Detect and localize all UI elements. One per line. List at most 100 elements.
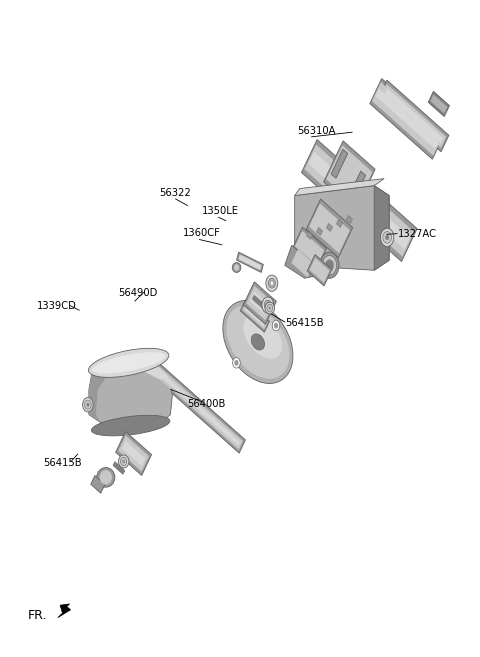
Ellipse shape: [83, 397, 93, 412]
Ellipse shape: [266, 275, 278, 291]
Polygon shape: [120, 362, 168, 380]
Ellipse shape: [381, 228, 394, 246]
Polygon shape: [89, 362, 111, 422]
Polygon shape: [379, 80, 449, 152]
Ellipse shape: [320, 252, 339, 279]
Polygon shape: [309, 204, 350, 254]
Ellipse shape: [267, 304, 273, 312]
Ellipse shape: [119, 455, 129, 468]
Polygon shape: [428, 91, 449, 116]
Polygon shape: [246, 286, 274, 321]
Polygon shape: [119, 436, 149, 472]
Text: 1360CF: 1360CF: [183, 228, 221, 238]
Ellipse shape: [262, 297, 274, 313]
Ellipse shape: [234, 360, 239, 366]
Polygon shape: [375, 89, 439, 149]
Polygon shape: [291, 249, 314, 277]
Polygon shape: [91, 476, 105, 493]
Ellipse shape: [270, 281, 274, 286]
Polygon shape: [372, 82, 442, 156]
Ellipse shape: [323, 256, 336, 275]
Polygon shape: [295, 179, 384, 196]
Polygon shape: [285, 245, 320, 278]
Polygon shape: [331, 149, 348, 178]
Ellipse shape: [223, 300, 293, 384]
Text: 56415B: 56415B: [285, 318, 324, 328]
Polygon shape: [113, 462, 125, 474]
Polygon shape: [326, 145, 372, 206]
Ellipse shape: [88, 348, 169, 377]
Text: 56490D: 56490D: [118, 288, 158, 298]
Ellipse shape: [96, 468, 115, 487]
Ellipse shape: [91, 415, 170, 436]
Polygon shape: [301, 139, 417, 261]
Text: 1350LE: 1350LE: [202, 206, 239, 216]
Polygon shape: [252, 295, 268, 311]
Polygon shape: [147, 359, 243, 449]
Polygon shape: [295, 231, 324, 266]
Polygon shape: [324, 141, 375, 210]
Polygon shape: [242, 303, 268, 329]
Polygon shape: [145, 356, 245, 453]
Polygon shape: [349, 171, 366, 200]
Ellipse shape: [86, 403, 89, 407]
Text: 56322: 56322: [159, 188, 191, 198]
Polygon shape: [309, 152, 410, 250]
Polygon shape: [370, 79, 444, 159]
Polygon shape: [240, 300, 269, 332]
Ellipse shape: [99, 470, 112, 485]
Ellipse shape: [251, 334, 264, 350]
Ellipse shape: [227, 306, 289, 378]
Polygon shape: [347, 215, 352, 223]
Polygon shape: [250, 291, 270, 315]
Ellipse shape: [120, 457, 127, 466]
Polygon shape: [116, 432, 152, 476]
Polygon shape: [374, 186, 389, 270]
Polygon shape: [336, 219, 342, 227]
Polygon shape: [150, 363, 240, 446]
Polygon shape: [243, 282, 276, 325]
Ellipse shape: [266, 303, 269, 307]
Polygon shape: [307, 231, 312, 239]
Ellipse shape: [122, 459, 125, 463]
Polygon shape: [307, 254, 332, 286]
Ellipse shape: [385, 235, 389, 240]
Polygon shape: [316, 227, 323, 235]
Ellipse shape: [325, 260, 334, 271]
Ellipse shape: [383, 231, 391, 243]
Text: 56415B: 56415B: [43, 458, 82, 468]
Ellipse shape: [274, 323, 278, 328]
Polygon shape: [253, 296, 267, 311]
Ellipse shape: [233, 357, 240, 368]
Polygon shape: [306, 199, 353, 258]
Polygon shape: [89, 360, 172, 428]
Ellipse shape: [234, 264, 239, 271]
Ellipse shape: [268, 279, 276, 288]
Polygon shape: [122, 441, 145, 466]
Polygon shape: [384, 88, 444, 144]
Ellipse shape: [232, 263, 241, 273]
Ellipse shape: [269, 306, 271, 309]
Polygon shape: [310, 258, 330, 283]
Polygon shape: [237, 252, 264, 273]
Text: 56310A: 56310A: [297, 125, 336, 135]
Text: 56400B: 56400B: [188, 399, 226, 409]
Ellipse shape: [272, 321, 280, 331]
Polygon shape: [295, 186, 389, 270]
Polygon shape: [304, 145, 414, 256]
Ellipse shape: [243, 315, 282, 359]
Polygon shape: [382, 84, 446, 148]
Ellipse shape: [84, 400, 91, 409]
Ellipse shape: [264, 300, 271, 310]
Text: 1339CD: 1339CD: [37, 301, 77, 311]
Polygon shape: [239, 254, 261, 270]
Ellipse shape: [265, 302, 275, 314]
Polygon shape: [244, 306, 265, 327]
Polygon shape: [326, 223, 333, 231]
Polygon shape: [58, 604, 71, 618]
Text: 1327AC: 1327AC: [397, 229, 436, 238]
Ellipse shape: [92, 352, 165, 374]
Text: FR.: FR.: [28, 608, 47, 622]
Polygon shape: [293, 227, 326, 269]
Polygon shape: [430, 95, 447, 114]
